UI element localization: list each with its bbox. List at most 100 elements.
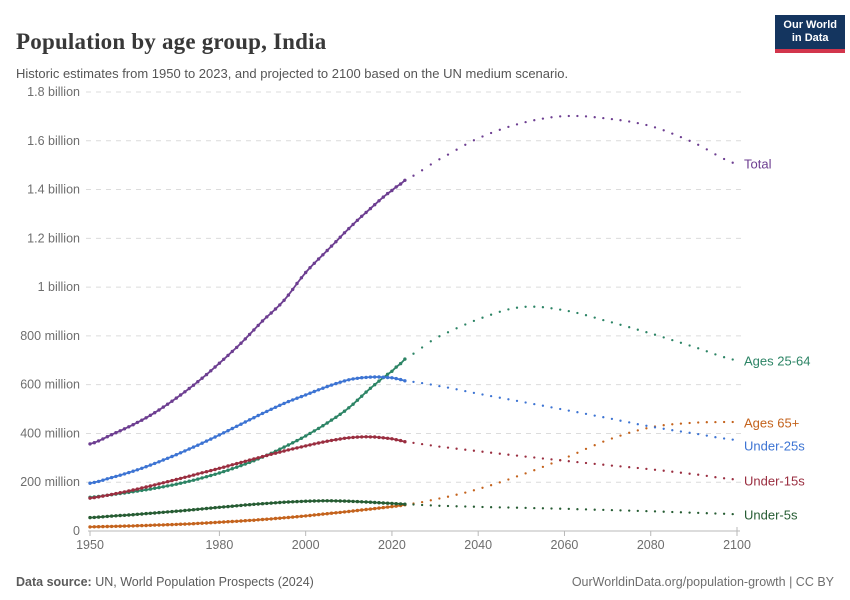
- projection-dot: [559, 308, 562, 311]
- projection-dot: [412, 441, 415, 445]
- projection-dot: [429, 504, 432, 507]
- x-axis-label: 1950: [76, 538, 104, 552]
- projection-dot: [697, 511, 700, 515]
- projection-dot: [533, 456, 536, 459]
- projection-dot: [567, 114, 570, 118]
- projection-dot: [653, 468, 657, 471]
- projection-dot: [446, 504, 450, 508]
- projection-dot: [498, 481, 501, 484]
- projection-dot: [697, 473, 700, 476]
- projection-dot: [593, 508, 596, 511]
- projection-dot: [515, 306, 519, 309]
- projection-dot: [420, 503, 424, 507]
- projection-dot: [705, 148, 708, 151]
- y-axis-label: 200 million: [20, 475, 80, 489]
- data-source: Data source: UN, World Population Prospe…: [16, 575, 314, 589]
- projection-dot: [489, 451, 493, 454]
- projection-dot: [464, 389, 467, 393]
- projection-dot: [472, 319, 476, 323]
- series-label-total[interactable]: Total: [744, 157, 772, 172]
- y-axis-label: 1.2 billion: [27, 231, 80, 245]
- projection-dot: [671, 423, 674, 426]
- projection-dot: [498, 310, 501, 313]
- projection-dot: [671, 470, 674, 473]
- projection-dot: [472, 391, 476, 395]
- projection-dot: [524, 472, 527, 475]
- projection-dot: [438, 504, 441, 507]
- series-line-historic: [89, 358, 406, 499]
- series-ages-65-[interactable]: Ages 65+: [88, 416, 799, 529]
- projection-dot: [619, 434, 622, 437]
- x-axis-label: 2080: [637, 538, 665, 552]
- projection-dot: [628, 326, 631, 329]
- projection-dot: [455, 447, 458, 450]
- projection-dot: [498, 396, 501, 399]
- projection-dot: [628, 421, 631, 424]
- projection-dot: [498, 128, 501, 131]
- series-label-ages-65-[interactable]: Ages 65+: [744, 416, 799, 431]
- projection-dot: [619, 323, 622, 326]
- projection-dot: [714, 436, 717, 439]
- projection-dot: [446, 386, 450, 389]
- projection-dot: [679, 341, 683, 344]
- series-line-historic: [89, 435, 406, 499]
- projection-dot: [550, 406, 553, 409]
- projection-dot: [628, 509, 631, 512]
- series-label-ages-25-64[interactable]: Ages 25-64: [744, 354, 811, 369]
- projection-dot: [584, 461, 588, 465]
- projection-dot: [533, 506, 536, 510]
- projection-dot: [438, 384, 441, 388]
- projection-dot: [584, 314, 588, 317]
- projection-dot: [489, 506, 493, 509]
- projection-dot: [567, 460, 570, 463]
- projection-dot: [610, 464, 614, 467]
- projection-dot: [567, 309, 570, 313]
- projection-dot: [438, 445, 441, 448]
- projection-dot: [541, 404, 545, 407]
- y-axis-label: 800 million: [20, 329, 80, 343]
- credit-link[interactable]: OurWorldinData.org/population-growth | C…: [571, 575, 834, 589]
- projection-dot: [455, 493, 458, 496]
- projection-dot: [559, 459, 562, 462]
- series-line-historic: [89, 179, 406, 445]
- owid-logo[interactable]: Our World in Data: [775, 15, 845, 53]
- data-source-value: UN, World Population Prospects (2024): [91, 575, 314, 589]
- projection-dot: [576, 508, 579, 511]
- series-under-15s[interactable]: Under-15s: [88, 435, 805, 500]
- projection-dot: [515, 454, 519, 457]
- series-label-under-5s[interactable]: Under-5s: [744, 508, 798, 523]
- projection-dot: [671, 132, 674, 135]
- projection-dot: [731, 478, 734, 481]
- y-axis-label: 1.6 billion: [27, 134, 80, 148]
- series-total[interactable]: Total: [88, 114, 772, 446]
- projection-dot: [524, 120, 527, 124]
- projection-dot: [731, 420, 734, 424]
- projection-dot: [705, 421, 708, 424]
- projection-dot: [688, 139, 691, 142]
- projection-dot: [446, 495, 450, 498]
- x-axis-label: 2040: [464, 538, 492, 552]
- chart-subtitle: Historic estimates from 1950 to 2023, an…: [16, 66, 569, 81]
- projection-dot: [619, 465, 622, 468]
- projection-dot: [412, 352, 415, 355]
- x-axis-label: 2100: [723, 538, 751, 552]
- projection-dot: [653, 426, 657, 429]
- projection-dot: [472, 489, 476, 492]
- series-label-under-25s[interactable]: Under-25s: [744, 439, 805, 454]
- series-label-under-15s[interactable]: Under-15s: [744, 474, 805, 489]
- chart-footer: Data source: UN, World Population Prospe…: [16, 575, 834, 589]
- y-axis-label: 0: [73, 524, 80, 538]
- series-line-historic: [89, 376, 406, 485]
- projection-dot: [593, 316, 596, 319]
- projection-dot: [653, 126, 657, 129]
- series-under-5s[interactable]: Under-5s: [88, 499, 798, 523]
- series-ages-25-64[interactable]: Ages 25-64: [88, 305, 811, 499]
- projection-dot: [731, 512, 734, 516]
- projection-dot: [464, 491, 467, 494]
- projection-dot: [464, 448, 467, 451]
- projection-dot: [688, 431, 691, 434]
- projection-dot: [671, 510, 674, 514]
- projection-dot: [628, 431, 631, 434]
- series-under-25s[interactable]: Under-25s: [88, 375, 805, 485]
- projection-dot: [533, 402, 536, 406]
